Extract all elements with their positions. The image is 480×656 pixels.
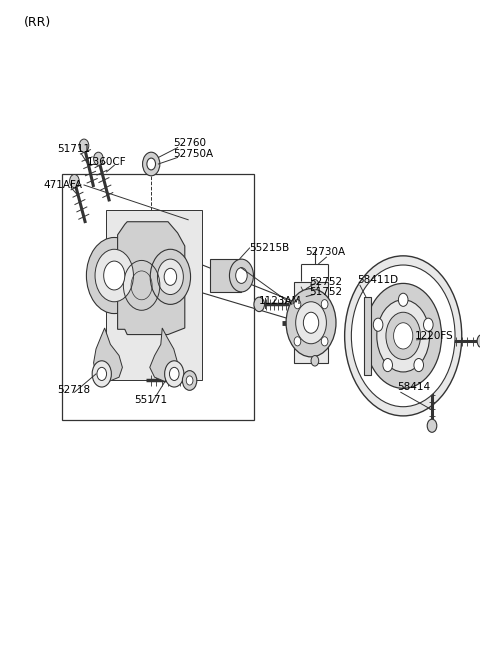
Circle shape <box>321 337 328 346</box>
Circle shape <box>373 318 383 331</box>
Circle shape <box>394 323 413 349</box>
Text: 51752: 51752 <box>310 287 343 297</box>
Circle shape <box>294 300 301 309</box>
Text: 1360CF: 1360CF <box>86 157 126 167</box>
Circle shape <box>182 371 197 390</box>
Circle shape <box>294 337 301 346</box>
Text: (RR): (RR) <box>24 16 51 30</box>
Circle shape <box>86 237 142 314</box>
Circle shape <box>70 174 79 188</box>
Text: 52750A: 52750A <box>173 150 213 159</box>
Text: 58414: 58414 <box>397 382 431 392</box>
Circle shape <box>477 335 480 348</box>
Polygon shape <box>364 297 371 375</box>
Circle shape <box>147 158 156 170</box>
Circle shape <box>345 256 462 416</box>
Circle shape <box>254 297 264 312</box>
Circle shape <box>414 358 423 371</box>
Circle shape <box>94 152 103 165</box>
Circle shape <box>296 302 326 344</box>
Circle shape <box>229 259 253 292</box>
Circle shape <box>311 279 319 290</box>
Text: 58411D: 58411D <box>358 276 399 285</box>
Polygon shape <box>294 282 328 363</box>
Circle shape <box>351 265 455 407</box>
Text: 1220FS: 1220FS <box>415 331 454 341</box>
Circle shape <box>398 293 408 306</box>
Text: 52752: 52752 <box>310 277 343 287</box>
Polygon shape <box>94 328 122 382</box>
Circle shape <box>95 249 133 302</box>
Circle shape <box>164 268 177 285</box>
Text: 471AFA: 471AFA <box>43 180 82 190</box>
Circle shape <box>150 249 191 304</box>
Circle shape <box>236 268 247 283</box>
Text: 1123AM: 1123AM <box>259 296 302 306</box>
Circle shape <box>157 259 183 295</box>
Circle shape <box>365 283 442 388</box>
Circle shape <box>303 312 319 333</box>
Circle shape <box>169 367 179 380</box>
Polygon shape <box>210 259 241 292</box>
Circle shape <box>97 367 107 380</box>
Circle shape <box>286 289 336 357</box>
Text: 51711: 51711 <box>58 144 91 154</box>
Text: 52730A: 52730A <box>305 247 345 257</box>
Circle shape <box>186 376 193 385</box>
Circle shape <box>383 358 393 371</box>
Circle shape <box>386 312 420 359</box>
Circle shape <box>92 361 111 387</box>
Polygon shape <box>118 222 185 335</box>
Circle shape <box>321 300 328 309</box>
Polygon shape <box>150 328 178 382</box>
Circle shape <box>143 152 160 176</box>
Circle shape <box>427 419 437 432</box>
Circle shape <box>423 318 433 331</box>
Text: 55215B: 55215B <box>250 243 290 253</box>
Circle shape <box>377 300 430 372</box>
Circle shape <box>104 261 125 290</box>
Circle shape <box>79 139 89 152</box>
Text: 52760: 52760 <box>173 138 206 148</box>
Bar <box>62 174 254 420</box>
Text: 55171: 55171 <box>134 396 168 405</box>
Text: 52718: 52718 <box>58 385 91 395</box>
Circle shape <box>311 356 319 366</box>
Polygon shape <box>106 210 202 380</box>
Circle shape <box>165 361 184 387</box>
